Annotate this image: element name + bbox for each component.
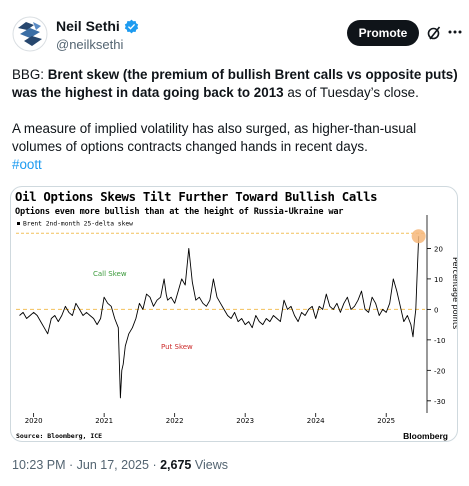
views-label: Views [194,458,228,472]
tweet-date[interactable]: Jun 17, 2025 [76,458,149,472]
verified-badge-icon [124,19,138,33]
promote-button[interactable]: Promote [347,20,419,46]
x-tick-label: 2022 [166,417,184,425]
more-dots-icon[interactable] [447,24,463,40]
tweet-body: BBG: Brent skew (the premium of bullish … [12,66,462,174]
chart-subtitle: Options even more bullish than at the he… [15,207,344,217]
avatar-logo-icon [12,16,48,52]
avatar[interactable] [12,16,48,52]
last-point-highlight [411,229,426,244]
x-tick-label: 2021 [95,417,113,425]
y-tick-label: -30 [434,398,445,406]
tweet-p2-text: A measure of implied volatility has also… [12,121,417,154]
chart-plot: 20 10 0 -10 -20 -30 Percentage points 2020 2021 2… [16,215,458,441]
meta-separator: · [69,458,74,472]
author-name[interactable]: Neil Sethi [56,18,120,34]
chart-image[interactable]: Oil Options Skews Tilt Further Toward Bu… [10,186,458,442]
tweet-paragraph-1: BBG: Brent skew (the premium of bullish … [12,66,462,102]
x-tick-label: 2020 [25,417,43,425]
chart-source: Source: Bloomberg, ICE [16,432,102,440]
tweet-meta: 10:23 PM · Jun 17, 2025 · 2,675 Views [12,458,228,472]
author-handle[interactable]: @neilksethi [56,37,124,52]
y-axis-label: Percentage points [451,257,458,329]
x-tick-label: 2024 [307,417,325,425]
legend-swatch [17,222,20,225]
tweet-p1-bold: Brent skew (the premium of bullish Brent… [12,67,458,100]
chart-brand: Bloomberg [403,431,448,441]
x-tick-label: 2025 [377,417,395,425]
legend-label: Brent 2nd-month 25-delta skew [23,221,133,228]
tweet-time[interactable]: 10:23 PM [12,458,66,472]
series-line [19,236,420,399]
hashtag-link[interactable]: #oott [12,157,42,172]
tweet-header: Neil Sethi @neilksethi Promote [0,0,469,60]
tweet-p1-prefix: BBG: [12,67,48,82]
y-tick-label: -20 [434,367,445,375]
y-tick-label: 0 [434,306,438,314]
grok-slash-icon[interactable] [426,25,442,41]
x-tick-label: 2023 [236,417,254,425]
meta-separator: · [152,458,157,472]
tweet-p1-suffix: as of Tuesday’s close. [283,85,419,100]
call-skew-annotation: Call Skew [93,270,127,278]
views-count: 2,675 [160,458,192,472]
y-tick-label: -10 [434,337,445,345]
chart-title: Oil Options Skews Tilt Further Toward Bu… [15,190,378,204]
tweet-paragraph-2: A measure of implied volatility has also… [12,120,462,174]
y-tick-label: 20 [434,245,443,253]
put-skew-annotation: Put Skew [161,343,193,351]
y-tick-label: 10 [434,276,443,284]
name-row: Neil Sethi [56,18,139,34]
